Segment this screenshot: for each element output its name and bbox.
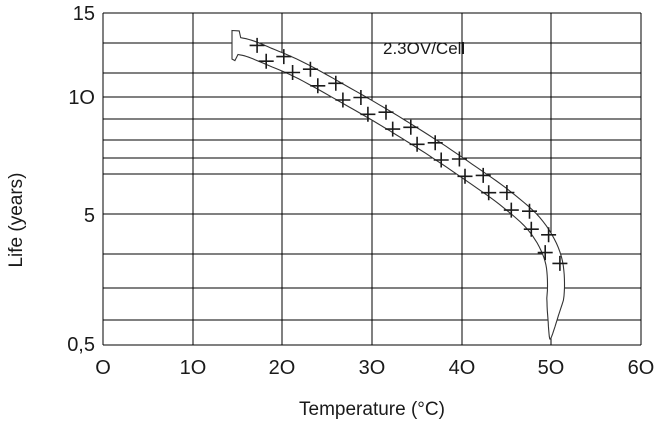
svg-text:Temperature (°C): Temperature (°C): [299, 399, 445, 420]
svg-text:6O: 6O: [628, 357, 655, 379]
svg-text:O: O: [95, 357, 111, 379]
svg-text:15: 15: [73, 3, 95, 25]
svg-text:2O: 2O: [269, 357, 296, 379]
svg-text:2.3OV/Cell: 2.3OV/Cell: [383, 39, 465, 58]
svg-text:1O: 1O: [180, 357, 207, 379]
svg-text:5O: 5O: [538, 357, 565, 379]
svg-text:5: 5: [84, 205, 95, 227]
svg-text:0,5: 0,5: [67, 334, 95, 356]
svg-text:3O: 3O: [359, 357, 386, 379]
svg-text:1O: 1O: [68, 87, 95, 109]
svg-text:Life (years): Life (years): [6, 172, 27, 267]
svg-text:4O: 4O: [449, 357, 476, 379]
